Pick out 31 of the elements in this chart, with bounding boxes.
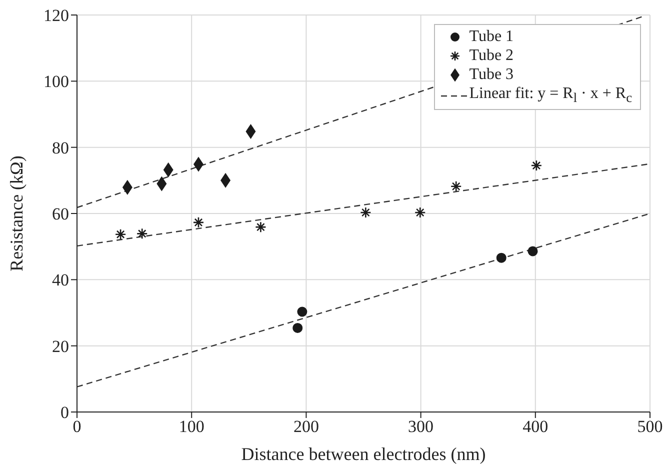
x-tick-label: 200	[293, 417, 319, 436]
point	[192, 216, 204, 228]
y-tick-label: 0	[60, 403, 69, 422]
x-tick-label: 0	[72, 417, 82, 436]
x-tick-label: 400	[522, 417, 548, 436]
legend-label: Tube 1	[469, 27, 514, 46]
legend-label: Tube 3	[469, 65, 514, 84]
point	[136, 228, 148, 240]
y-tick-label: 20	[52, 336, 69, 356]
y-tick-label: 120	[44, 6, 69, 26]
point	[114, 228, 126, 240]
point	[496, 252, 506, 263]
x-tick-label: 500	[637, 417, 663, 436]
y-tick-label: 100	[44, 72, 69, 92]
y-tick-label: 80	[52, 138, 69, 158]
point	[292, 322, 303, 333]
legend-label: Tube 2	[469, 46, 514, 65]
legend-label: Linear fit: y = R$_{l}$ · x + R$_{c}$	[469, 84, 632, 108]
x-axis-title: Distance between electrodes (nm)	[241, 444, 486, 464]
point	[528, 246, 538, 256]
point	[414, 206, 426, 218]
point	[255, 221, 266, 233]
y-tick-label: 60	[52, 204, 69, 224]
y-axis-title: Resistance (kΩ)	[6, 156, 26, 272]
y-tick-label: 40	[52, 270, 69, 290]
point	[360, 206, 372, 218]
point	[450, 180, 462, 192]
point	[297, 306, 308, 317]
x-tick-label: 300	[408, 417, 434, 436]
x-tick-label: 100	[178, 417, 204, 436]
point	[530, 160, 542, 172]
